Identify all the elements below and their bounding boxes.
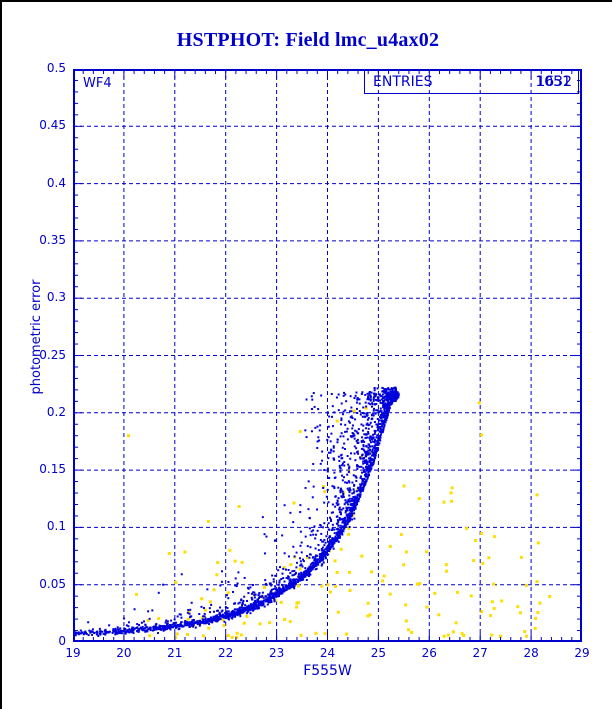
y-tick-label: 0.45 <box>39 118 66 133</box>
y-tick-label: 0.4 <box>46 175 66 190</box>
x-tick-label: 20 <box>116 646 132 660</box>
y-tick-label: 0 <box>58 634 66 648</box>
y-tick-label: 0.2 <box>46 404 66 419</box>
y-tick-label: 0.05 <box>39 576 66 591</box>
scatter-plot <box>73 69 582 642</box>
x-tick-label: 26 <box>421 646 437 660</box>
y-tick-label: 0.25 <box>39 347 66 362</box>
x-tick-label: 24 <box>319 646 336 660</box>
y-tick-label: 0.3 <box>46 290 66 305</box>
entries-value-overlay: 1051 <box>535 74 571 90</box>
y-tick-label: 0.5 <box>46 61 66 75</box>
gridlines <box>73 69 582 642</box>
x-tick-label: 21 <box>167 646 183 660</box>
x-tick-label: 28 <box>523 646 539 660</box>
entries-value: 1632 <box>536 74 572 90</box>
entries-box: ENTRIES 1632 1051 <box>364 69 579 94</box>
y-tick-label: 0.15 <box>39 462 66 477</box>
plot-area: WF4 ENTRIES 1632 1051 photometric error … <box>29 61 590 679</box>
detector-chip-label: WF4 <box>83 76 112 91</box>
x-tick-label: 23 <box>268 646 285 660</box>
axis-ticks <box>73 69 582 642</box>
x-tick-label: 25 <box>370 646 387 660</box>
y-tick-label: 0.35 <box>39 232 66 247</box>
flagged-outlier-points <box>126 397 552 639</box>
x-tick-label: 27 <box>472 646 488 660</box>
page-title: HSTPHOT: Field lmc_u4ax02 <box>176 29 440 51</box>
x-tick-label: 22 <box>218 646 234 660</box>
main-locus-points <box>74 386 400 637</box>
x-tick-label: 19 <box>65 646 81 660</box>
entries-label: ENTRIES <box>373 74 433 90</box>
y-tick-label: 0.1 <box>46 519 66 534</box>
x-axis-label: F555W <box>303 663 352 679</box>
x-tick-label: 29 <box>574 646 590 660</box>
